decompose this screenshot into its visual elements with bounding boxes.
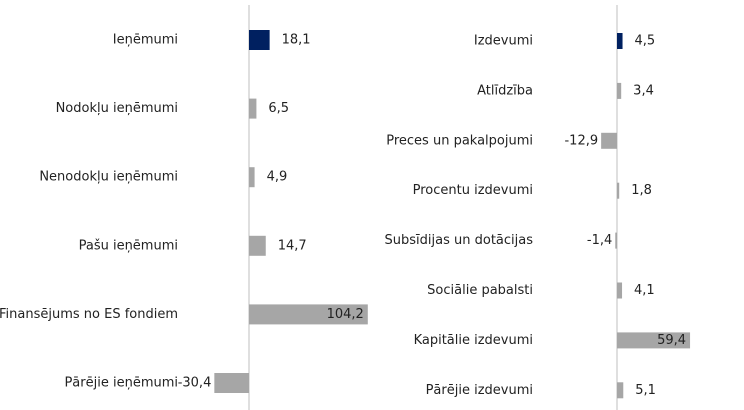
bar (617, 82, 622, 99)
value-label: 1,8 (631, 183, 652, 198)
bar (249, 235, 266, 256)
bar (617, 182, 620, 199)
bar (615, 232, 617, 249)
category-label: Pārējie ieņēmumi (64, 376, 178, 391)
category-label: Atlīdzība (477, 83, 533, 98)
value-label: 4,5 (635, 34, 656, 49)
category-label: Pārējie izdevumi (426, 383, 533, 398)
bar (617, 33, 623, 49)
category-label: Nodokļu ieņēmumi (56, 101, 178, 116)
category-label: Sociālie pabalsti (427, 283, 533, 298)
category-label: Preces un pakalpojumi (386, 133, 533, 148)
category-label: Procentu izdevumi (413, 183, 533, 198)
bar (249, 304, 368, 325)
category-label: Izdevumi (474, 34, 533, 49)
value-label: 4,9 (267, 170, 288, 185)
bar (249, 167, 255, 188)
value-label: 18,1 (282, 33, 311, 48)
value-label: 5,1 (635, 383, 656, 398)
bar (617, 332, 691, 349)
value-label: 4,1 (634, 283, 655, 298)
value-label: -1,4 (587, 233, 612, 248)
bar (601, 132, 617, 149)
value-label: 14,7 (278, 238, 307, 253)
category-label: Pašu ieņēmumi (79, 238, 178, 253)
bar (249, 30, 270, 50)
category-label: Kapitālie izdevumi (414, 333, 533, 348)
bar (617, 382, 624, 399)
value-label: 104,2 (327, 307, 364, 322)
bar (249, 98, 257, 119)
category-label: Finansējums no ES fondiem (0, 307, 178, 322)
value-label: -30,4 (178, 376, 212, 391)
value-label: 3,4 (633, 83, 654, 98)
category-label: Subsīdijas un dotācijas (385, 233, 534, 248)
value-label: 6,5 (268, 101, 289, 116)
value-label: -12,9 (564, 133, 598, 148)
category-label: Nenodokļu ieņēmumi (39, 170, 178, 185)
bar (214, 373, 249, 393)
category-label: Ieņēmumi (113, 33, 178, 48)
bar (617, 282, 623, 299)
value-label: 59,4 (657, 333, 686, 348)
